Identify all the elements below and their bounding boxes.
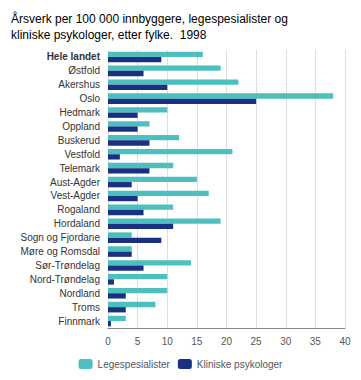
svg-text:30: 30: [280, 336, 292, 347]
svg-text:Legespesialister: Legespesialister: [98, 359, 171, 370]
svg-text:Kliniske psykologer: Kliniske psykologer: [197, 359, 283, 370]
svg-text:Sør-Trøndelag: Sør-Trøndelag: [35, 260, 100, 271]
svg-text:Hedmark: Hedmark: [59, 107, 101, 118]
svg-text:Oppland: Oppland: [62, 121, 100, 132]
svg-text:20: 20: [221, 336, 233, 347]
svg-text:Buskerud: Buskerud: [58, 135, 100, 146]
svg-text:Årsverk per 100 000 innbyggere: Årsverk per 100 000 innbyggere, legespes…: [11, 11, 288, 26]
svg-text:Finnmark: Finnmark: [58, 316, 101, 327]
svg-text:Vestfold: Vestfold: [64, 149, 100, 160]
svg-text:Aust-Agder: Aust-Agder: [50, 177, 101, 188]
svg-text:0: 0: [105, 336, 111, 347]
svg-text:Hordaland: Hordaland: [54, 218, 100, 229]
svg-text:Østfold: Østfold: [68, 65, 100, 76]
svg-text:Møre og Romsdal: Møre og Romsdal: [21, 246, 100, 257]
svg-text:Oslo: Oslo: [79, 93, 100, 104]
svg-text:10: 10: [162, 336, 174, 347]
svg-text:Rogaland: Rogaland: [57, 204, 100, 215]
svg-text:Vest-Agder: Vest-Agder: [51, 190, 101, 201]
svg-text:15: 15: [191, 336, 203, 347]
svg-text:Sogn og Fjordane: Sogn og Fjordane: [20, 232, 100, 243]
svg-text:Akershus: Akershus: [58, 79, 100, 90]
svg-text:Telemark: Telemark: [59, 163, 101, 174]
svg-text:kliniske psykologer, etter fyl: kliniske psykologer, etter fylke. 1998: [11, 28, 207, 42]
svg-text:5: 5: [135, 336, 141, 347]
svg-text:25: 25: [251, 336, 263, 347]
svg-text:Nord-Trøndelag: Nord-Trøndelag: [30, 274, 100, 285]
svg-text:40: 40: [339, 336, 351, 347]
svg-text:Troms: Troms: [72, 302, 100, 313]
svg-text:Hele landet: Hele landet: [47, 51, 101, 62]
svg-text:35: 35: [310, 336, 322, 347]
svg-text:Nordland: Nordland: [59, 288, 100, 299]
